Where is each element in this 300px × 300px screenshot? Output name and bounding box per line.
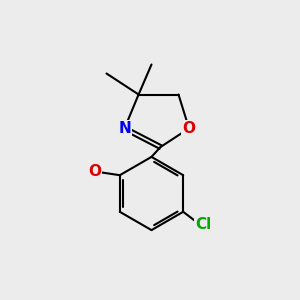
Text: Cl: Cl xyxy=(195,217,212,232)
Text: O: O xyxy=(182,121,196,136)
Text: O: O xyxy=(88,164,101,179)
Text: N: N xyxy=(118,121,131,136)
